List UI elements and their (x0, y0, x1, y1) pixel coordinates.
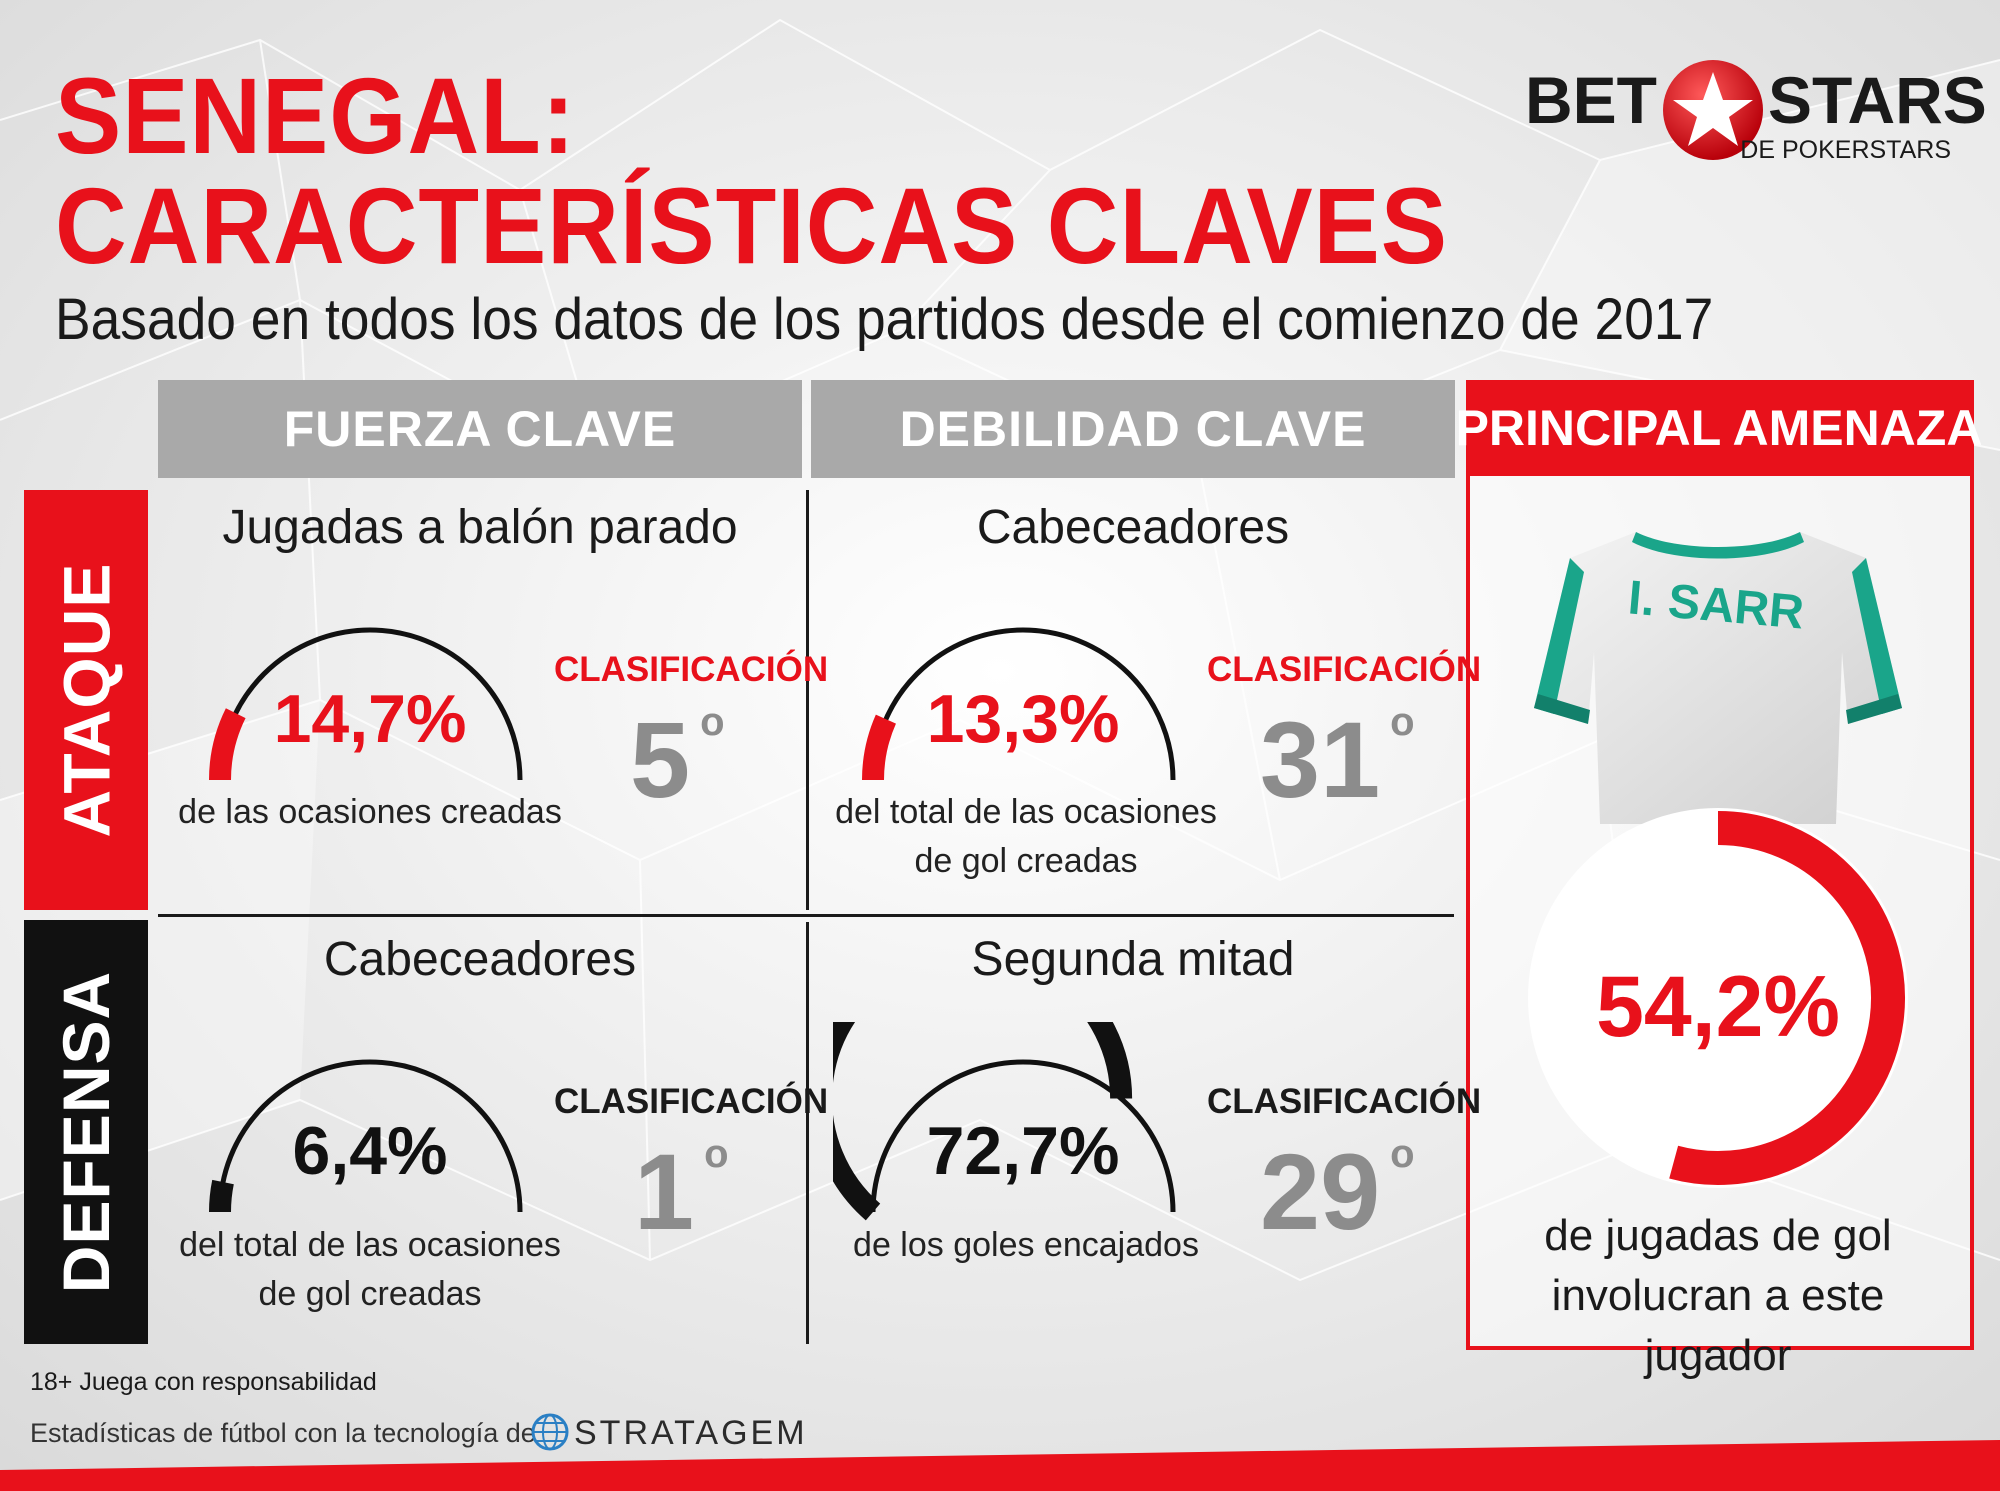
threat-ring (1528, 808, 1908, 1188)
attack-weakness-desc: del total de las ocasiones de gol creada… (835, 793, 1217, 880)
row-label-attack-text: ATAQUE (49, 562, 123, 838)
defense-weakness-gauge (833, 1022, 1176, 1221)
defense-strength-desc: del total de las ocasiones de gol creada… (179, 1226, 561, 1313)
row-label-attack: ATAQUE (24, 490, 148, 910)
defense-strength-gauge (209, 1059, 523, 1213)
attack-weakness-rank-ordinal: o (1390, 700, 1415, 744)
attack-strength-rank-label: CLASIFICACIÓN (554, 650, 829, 689)
gauge-track (870, 627, 1176, 781)
row-label-defense-text: DEFENSA (49, 970, 123, 1294)
attack-weakness-value: 13,3% (926, 681, 1120, 757)
globe-icon (531, 1413, 569, 1451)
gauge-fill (209, 1179, 234, 1213)
gauge-track (870, 1059, 1176, 1213)
defense-strength-rank-ordinal: o (704, 1132, 729, 1176)
grid-divider-vertical-bottom (806, 922, 809, 1344)
gauge-track (217, 627, 523, 781)
attack-weakness-rank-number: 31 (1260, 699, 1381, 820)
attack-strength-rank-ordinal: o (700, 700, 725, 744)
attack-strength-gauge (209, 627, 523, 781)
stratagem-logo-text: STRATAGEM (574, 1414, 808, 1452)
logo-bet-text: BET (1525, 63, 1657, 137)
defense-weakness-rank-number: 29 (1260, 1131, 1381, 1252)
attack-strength-value: 14,7% (273, 681, 467, 757)
column-header-weakness: DEBILIDAD CLAVE (811, 380, 1455, 478)
gauge-fill (209, 708, 246, 781)
attack-strength-desc: de las ocasiones creadas (178, 793, 562, 831)
defense-weakness-desc: de los goles encajados (853, 1226, 1199, 1264)
powered-by-text: Estadísticas de fútbol con la tecnología… (30, 1418, 536, 1448)
betstars-logo: BET STARS DE POKERSTARS (1525, 58, 1987, 168)
grid-divider-vertical-top (806, 490, 809, 910)
page-subtitle: Basado en todos los datos de los partido… (55, 287, 1714, 352)
attack-weakness-gauge (862, 627, 1176, 781)
attack-weakness-rank-label: CLASIFICACIÓN (1207, 650, 1482, 689)
threat-value: 54,2% (1596, 959, 1840, 1055)
responsible-gaming-note: 18+ Juega con responsabilidad (30, 1368, 377, 1396)
defense-weakness-value: 72,7% (926, 1113, 1120, 1189)
defense-weakness-rank-ordinal: o (1390, 1132, 1415, 1176)
defense-strength-title: Cabeceadores (323, 933, 637, 986)
defense-weakness-title: Segunda mitad (971, 933, 1295, 986)
threat-ring-arc (1669, 811, 1905, 1185)
row-label-defense: DEFENSA (24, 920, 148, 1344)
attack-strength-rank-number: 5 (630, 699, 691, 820)
column-header-strength: FUERZA CLAVE (158, 380, 802, 478)
attack-weakness-rank: 31 o (1260, 702, 1415, 814)
logo-subtext: DE POKERSTARS (1740, 136, 1951, 164)
jersey-icon (1534, 532, 1902, 824)
page-title-line2: CARACTERÍSTICAS CLAVES (55, 165, 1448, 286)
bottom-red-stripe (0, 1440, 2000, 1491)
attack-weakness-title: Cabeceadores (976, 501, 1290, 554)
column-header-threat: PRINCIPAL AMENAZA (1456, 380, 1982, 476)
defense-weakness-rank-label: CLASIFICACIÓN (1207, 1082, 1482, 1121)
defense-strength-value: 6,4% (292, 1113, 448, 1189)
gauge-fill (862, 714, 897, 781)
threat-desc: de jugadas de gol involucran a este juga… (1544, 1211, 1892, 1380)
defense-weakness-rank: 29 o (1260, 1134, 1415, 1246)
defense-strength-rank-number: 1 (634, 1131, 695, 1252)
defense-strength-rank-label: CLASIFICACIÓN (554, 1082, 829, 1121)
page-title-line1: SENEGAL: (55, 55, 576, 176)
logo-stars-text: STARS (1768, 63, 1987, 137)
attack-strength-title: Jugadas a balón parado (222, 501, 738, 554)
gauge-track (217, 1059, 523, 1213)
grid-divider-horizontal (158, 914, 1454, 917)
star-ball-icon (1663, 60, 1763, 160)
